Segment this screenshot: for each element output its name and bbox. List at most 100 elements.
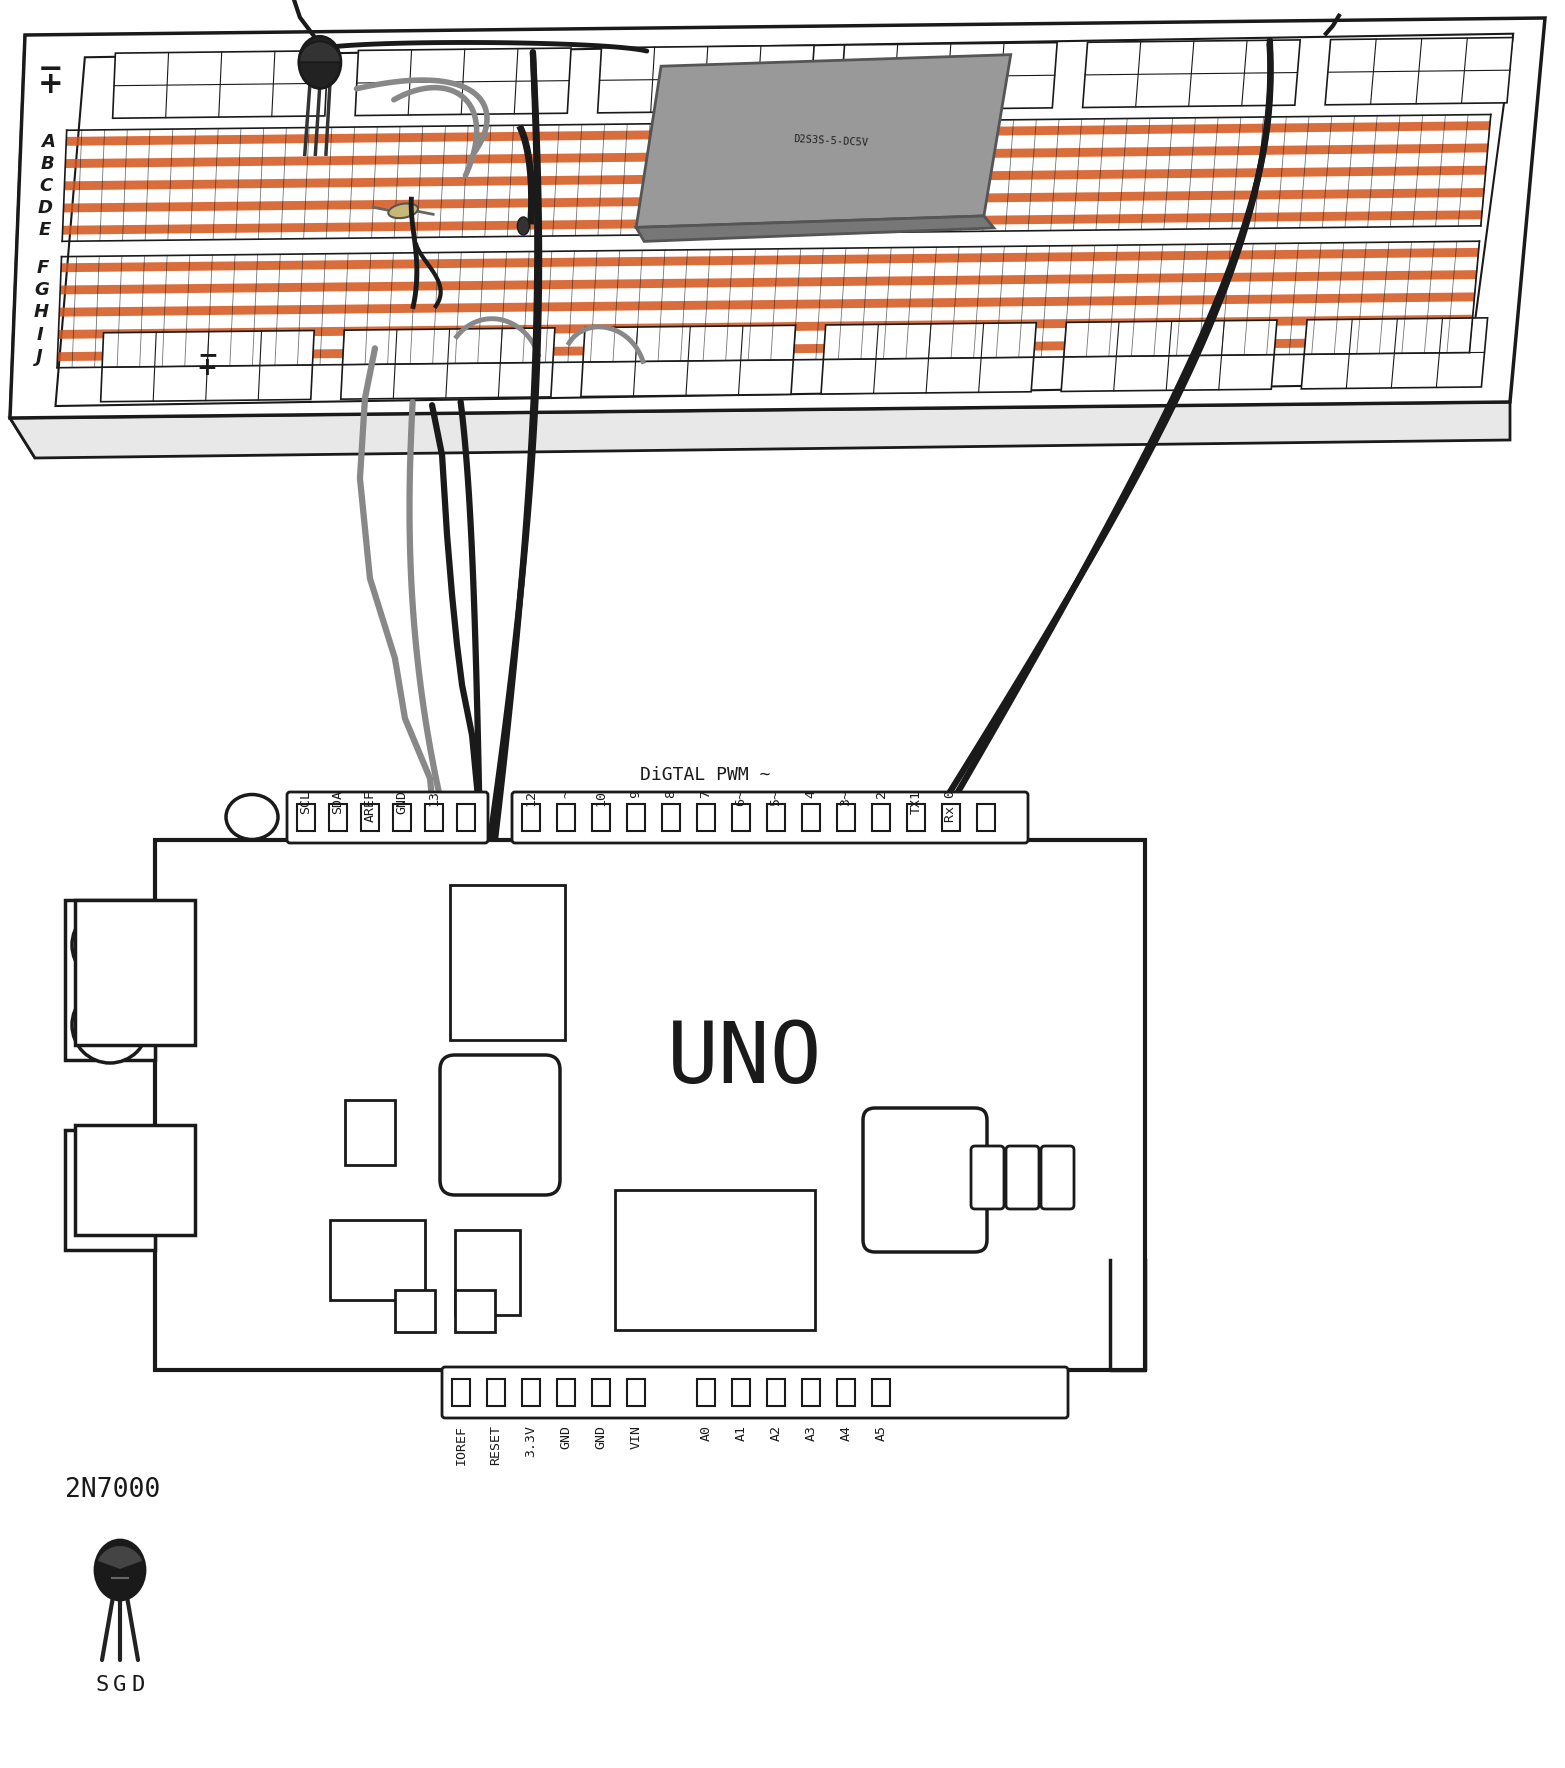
Polygon shape — [9, 401, 1510, 458]
Text: GND: GND — [560, 1425, 573, 1450]
Polygon shape — [61, 248, 1479, 272]
Ellipse shape — [72, 987, 149, 1063]
Text: UNO: UNO — [667, 1018, 823, 1101]
Text: TX1: TX1 — [909, 790, 922, 813]
Text: AREF: AREF — [363, 790, 377, 822]
Ellipse shape — [72, 907, 149, 983]
Bar — [592, 1379, 610, 1406]
Text: 12: 12 — [524, 790, 537, 806]
Text: 13: 13 — [427, 790, 440, 806]
Ellipse shape — [225, 794, 279, 840]
Polygon shape — [66, 122, 1490, 145]
Text: −: − — [197, 343, 218, 366]
Text: IOREF: IOREF — [454, 1425, 468, 1466]
Bar — [592, 804, 610, 831]
Ellipse shape — [518, 217, 529, 235]
Polygon shape — [581, 325, 795, 396]
Text: SDA: SDA — [332, 790, 344, 813]
Polygon shape — [822, 324, 1036, 394]
Bar — [696, 1379, 715, 1406]
Text: E: E — [39, 221, 50, 239]
Text: 2: 2 — [875, 790, 887, 797]
Text: A5: A5 — [875, 1425, 887, 1441]
Bar — [523, 1379, 540, 1406]
Text: A: A — [41, 133, 55, 150]
Bar — [455, 1231, 520, 1315]
Bar — [455, 1291, 495, 1331]
Bar — [362, 804, 379, 831]
Text: GND: GND — [396, 790, 408, 813]
Text: G: G — [113, 1674, 127, 1696]
FancyBboxPatch shape — [286, 792, 488, 843]
Wedge shape — [97, 1545, 144, 1570]
Bar — [426, 804, 443, 831]
Text: J: J — [36, 348, 42, 366]
Text: +: + — [197, 355, 218, 380]
Ellipse shape — [388, 203, 418, 217]
Polygon shape — [113, 51, 329, 118]
Polygon shape — [9, 18, 1545, 417]
FancyBboxPatch shape — [440, 1055, 560, 1195]
Text: 8: 8 — [665, 790, 678, 797]
Bar — [330, 1220, 426, 1299]
Text: 6~: 6~ — [734, 790, 748, 806]
Text: 7: 7 — [700, 790, 712, 797]
Polygon shape — [59, 271, 1477, 295]
Text: S: S — [95, 1674, 108, 1696]
Text: VIN: VIN — [629, 1425, 643, 1450]
Text: D: D — [131, 1674, 144, 1696]
Bar — [767, 804, 786, 831]
Bar — [393, 804, 412, 831]
Text: A3: A3 — [804, 1425, 817, 1441]
Polygon shape — [341, 327, 556, 400]
Bar — [801, 804, 820, 831]
FancyBboxPatch shape — [970, 1146, 1005, 1209]
Text: 4: 4 — [804, 790, 817, 797]
Polygon shape — [1083, 41, 1301, 108]
Bar — [155, 840, 1146, 1370]
Text: SCL: SCL — [299, 790, 313, 813]
Text: 9: 9 — [629, 790, 643, 797]
Ellipse shape — [95, 1540, 146, 1600]
FancyBboxPatch shape — [441, 1367, 1067, 1418]
Polygon shape — [58, 315, 1473, 339]
Bar — [329, 804, 347, 831]
Bar — [75, 900, 196, 1045]
Polygon shape — [63, 187, 1484, 212]
Text: I: I — [38, 325, 44, 343]
Polygon shape — [64, 166, 1487, 191]
Bar — [451, 886, 565, 1040]
Text: RESET: RESET — [490, 1425, 502, 1466]
Text: 10: 10 — [595, 790, 607, 806]
Bar — [801, 1379, 820, 1406]
Bar — [837, 1379, 854, 1406]
Text: +: + — [38, 71, 63, 99]
Text: A4: A4 — [839, 1425, 853, 1441]
Wedge shape — [299, 41, 341, 62]
Bar — [487, 1379, 505, 1406]
Polygon shape — [840, 42, 1058, 110]
Polygon shape — [100, 331, 315, 401]
Bar — [732, 804, 750, 831]
Bar — [66, 1130, 155, 1250]
Text: D: D — [38, 200, 53, 217]
Bar — [767, 1379, 786, 1406]
Text: F: F — [38, 258, 49, 278]
Bar — [837, 804, 854, 831]
FancyBboxPatch shape — [1006, 1146, 1039, 1209]
Bar — [66, 900, 155, 1061]
Text: A1: A1 — [734, 1425, 748, 1441]
Text: GND: GND — [595, 1425, 607, 1450]
Text: A2: A2 — [770, 1425, 782, 1441]
Text: A0: A0 — [700, 1425, 712, 1441]
Polygon shape — [1301, 318, 1488, 389]
Polygon shape — [635, 216, 994, 242]
FancyBboxPatch shape — [862, 1109, 988, 1252]
Polygon shape — [58, 338, 1471, 361]
Text: Rx 0: Rx 0 — [945, 790, 958, 822]
Text: 3.3V: 3.3V — [524, 1425, 537, 1457]
Bar — [732, 1379, 750, 1406]
Bar — [942, 804, 959, 831]
Bar — [557, 804, 574, 831]
Text: −: − — [38, 55, 64, 83]
